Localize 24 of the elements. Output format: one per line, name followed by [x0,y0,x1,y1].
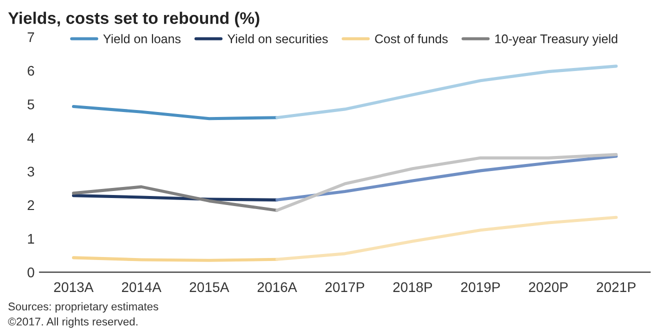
y-tick-label: 3 [28,166,34,177]
legend-label: 10-year Treasury yield [495,34,618,46]
source-note: Sources: proprietary estimates [8,302,158,313]
y-tick-label: 7 [28,32,34,42]
y-tick-label: 5 [28,100,34,110]
x-tick-label: 2014A [122,282,162,292]
chart-title: Yields, costs set to rebound (%) [8,12,260,28]
y-tick-label: 6 [28,66,34,76]
x-tick-label: 2018P [393,282,432,292]
legend-label: Yield on securities [228,34,328,44]
legend-label: Cost of funds [375,34,448,44]
x-tick-label: 2016A [258,282,298,292]
x-tick-label: 2021P [596,282,636,292]
legend-label: Yield on loans [103,34,181,44]
x-tick-label: 2015A [190,282,230,292]
x-tick-label: 2019P [461,282,500,292]
y-tick-label: 0 [28,267,34,278]
y-tick-label: 4 [27,133,34,143]
text: ©2017. All rights reserved. [8,317,138,328]
x-tick-label: 2017P [325,282,364,292]
y-tick-label: 1 [28,234,34,244]
x-tick-label: 2013A [54,282,94,292]
y-tick-label: 2 [28,200,34,210]
x-tick-label: 2020P [528,282,568,292]
